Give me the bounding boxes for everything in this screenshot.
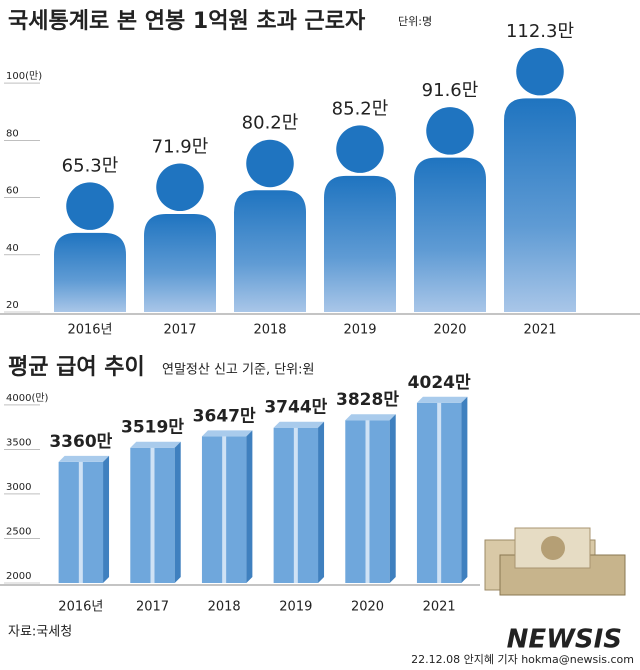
chart-title: 평균 급여 추이 <box>8 355 145 380</box>
bar-stripe <box>437 402 442 583</box>
bar-stripe <box>293 427 298 583</box>
person-body <box>504 98 576 313</box>
person-body <box>414 157 486 312</box>
value-label: 112.3만 <box>506 21 574 42</box>
bar-top <box>345 414 396 421</box>
chart-subtitle: 연말정산 신고 기준, 단위:원 <box>162 363 314 378</box>
y-tick-label: 80 <box>6 128 19 139</box>
person-figure <box>144 163 216 312</box>
x-tick-label: 2017 <box>163 323 196 338</box>
person-head <box>336 125 384 173</box>
y-tick-label: 2500 <box>6 526 31 537</box>
bar <box>58 455 110 583</box>
value-label: 3744만 <box>264 398 327 418</box>
y-tick-label: 4000(만) <box>6 392 49 404</box>
person-body <box>54 232 126 312</box>
person-figure <box>54 182 126 312</box>
x-tick-label: 2019 <box>279 600 312 615</box>
value-label: 80.2만 <box>242 113 299 134</box>
x-tick-label: 2021 <box>423 600 456 615</box>
bar-side <box>389 414 396 583</box>
bar-top <box>58 455 110 462</box>
chart-title: 국세통계로 본 연봉 1억원 초과 근로자 <box>8 9 366 34</box>
x-tick-label: 2020 <box>351 600 384 615</box>
value-label: 91.6만 <box>422 80 479 101</box>
bar-stripe <box>150 447 155 583</box>
bar-top <box>201 430 253 437</box>
person-figure <box>414 107 486 312</box>
person-figure <box>504 47 576 313</box>
person-body <box>234 190 306 312</box>
bar-side <box>174 441 181 583</box>
value-label: 3828만 <box>336 390 399 410</box>
bar-side <box>318 421 325 583</box>
value-label: 4024만 <box>408 373 471 393</box>
bar-stripe <box>222 436 227 583</box>
x-tick-label: 2018 <box>253 323 286 338</box>
x-tick-label: 2021 <box>523 323 556 338</box>
bar <box>345 414 396 583</box>
bar-top <box>130 441 181 448</box>
bar <box>130 441 181 583</box>
bar <box>273 421 325 583</box>
credit: 22.12.08 안지혜 기자 hokma@newsis.com <box>411 653 634 666</box>
bar-stripe <box>78 461 83 583</box>
person-head <box>156 163 204 211</box>
person-head <box>246 139 294 188</box>
person-head <box>516 47 564 96</box>
value-label: 65.3만 <box>62 155 119 176</box>
y-tick-label: 40 <box>6 243 19 254</box>
person-head <box>66 182 114 230</box>
logo: NEWSIS <box>507 625 622 655</box>
y-tick-label: 20 <box>6 300 19 311</box>
person-figure <box>234 139 306 312</box>
x-tick-label: 2016년 <box>58 600 103 615</box>
money-illustration <box>484 527 626 596</box>
bar-side <box>246 430 253 583</box>
bar-side <box>461 396 468 583</box>
x-tick-label: 2019 <box>343 323 376 338</box>
value-label: 71.9만 <box>152 136 209 157</box>
bar-side <box>103 455 110 583</box>
x-tick-label: 2016년 <box>67 323 112 338</box>
bar <box>201 430 253 583</box>
y-tick-label: 2000 <box>6 571 31 582</box>
person-body <box>324 175 396 312</box>
source: 자료:국세청 <box>8 625 72 640</box>
y-tick-label: 3000 <box>6 482 31 493</box>
value-label: 3647만 <box>193 406 256 426</box>
unit-note: 단위:명 <box>398 15 432 28</box>
person-body <box>144 213 216 312</box>
y-tick-label: 100(만) <box>6 70 42 82</box>
value-label: 3519만 <box>121 418 184 438</box>
bar-stripe <box>365 420 370 583</box>
value-label: 85.2만 <box>332 98 389 119</box>
person-figure <box>324 125 396 312</box>
y-tick-label: 3500 <box>6 437 31 448</box>
bar-top <box>273 421 325 428</box>
value-label: 3360만 <box>49 432 112 452</box>
x-tick-label: 2018 <box>208 600 241 615</box>
x-tick-label: 2017 <box>136 600 169 615</box>
bar <box>416 396 468 583</box>
y-tick-label: 60 <box>6 186 19 197</box>
x-tick-label: 2020 <box>433 323 466 338</box>
person-head <box>426 107 474 155</box>
bar-top <box>416 396 468 403</box>
